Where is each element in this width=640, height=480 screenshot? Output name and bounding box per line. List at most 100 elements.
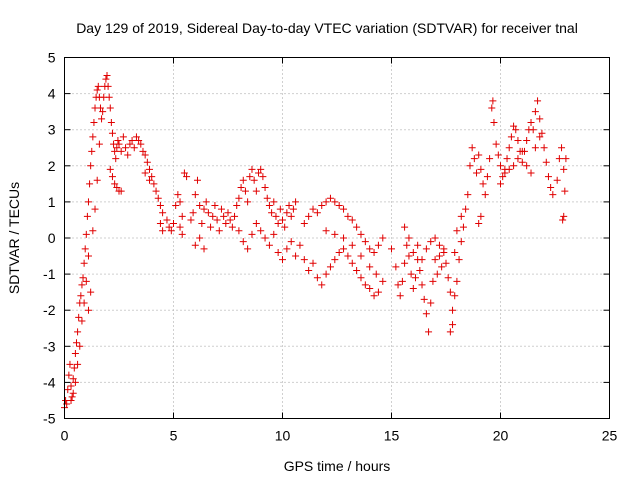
- data-point: [407, 270, 415, 278]
- data-point: [340, 205, 348, 213]
- data-point: [499, 173, 507, 181]
- data-point: [435, 252, 443, 260]
- data-point: [357, 230, 365, 238]
- data-point: [366, 263, 374, 271]
- data-point: [94, 82, 102, 90]
- data-point: [76, 342, 84, 350]
- data-point: [313, 274, 321, 282]
- data-point: [527, 169, 535, 177]
- data-point: [255, 169, 263, 177]
- x-tick-label: 15: [384, 428, 400, 444]
- x-axis-tick-labels: 0 5 10 15 20 25: [61, 428, 618, 444]
- data-point: [150, 180, 158, 188]
- data-point: [141, 151, 149, 159]
- data-point: [538, 129, 546, 137]
- data-point: [348, 216, 356, 224]
- data-point: [178, 212, 186, 220]
- data-point: [531, 108, 539, 116]
- y-tick-label: -3: [43, 338, 56, 354]
- data-point: [449, 321, 457, 329]
- data-point: [318, 202, 326, 210]
- data-point: [180, 169, 188, 177]
- data-point: [553, 176, 561, 184]
- data-point: [396, 292, 404, 300]
- data-point: [348, 241, 356, 249]
- data-point: [370, 292, 378, 300]
- data-point: [357, 252, 365, 260]
- data-point: [283, 209, 291, 217]
- data-point: [113, 144, 121, 152]
- data-point: [449, 306, 457, 314]
- data-point: [193, 176, 201, 184]
- data-point: [427, 299, 435, 307]
- y-tick-label: -1: [43, 266, 56, 282]
- data-point: [71, 350, 79, 358]
- y-tick-label: 0: [48, 230, 56, 246]
- data-point: [518, 158, 526, 166]
- data-point: [394, 281, 402, 289]
- data-point: [252, 187, 260, 195]
- data-point: [248, 165, 256, 173]
- data-point: [99, 108, 107, 116]
- data-point: [220, 212, 228, 220]
- data-point: [300, 220, 308, 228]
- data-point: [174, 191, 182, 199]
- data-point: [69, 375, 77, 383]
- data-point: [222, 220, 230, 228]
- axis-ticks: [64, 57, 610, 419]
- data-point: [305, 266, 313, 274]
- data-point: [555, 155, 563, 163]
- data-point: [239, 238, 247, 246]
- data-point: [217, 205, 225, 213]
- data-point: [80, 299, 88, 307]
- data-point: [159, 209, 167, 217]
- x-tick-label: 5: [170, 428, 178, 444]
- data-point: [475, 151, 483, 159]
- data-point: [113, 183, 121, 191]
- data-point: [244, 198, 252, 206]
- data-point: [170, 220, 177, 228]
- data-point: [67, 396, 75, 404]
- data-point: [331, 198, 339, 206]
- data-point: [453, 277, 461, 285]
- data-point: [128, 137, 136, 145]
- data-point: [455, 256, 463, 264]
- data-point: [279, 216, 286, 224]
- data-point: [237, 183, 245, 191]
- data-point: [464, 191, 472, 199]
- data-point: [392, 263, 400, 271]
- data-point: [335, 202, 343, 210]
- data-point: [202, 198, 210, 206]
- data-point: [401, 259, 409, 267]
- data-point: [418, 281, 426, 289]
- data-point: [523, 162, 531, 170]
- data-point: [276, 205, 284, 213]
- data-point: [261, 234, 269, 242]
- data-point: [489, 97, 497, 105]
- data-points: [61, 72, 570, 412]
- data-point: [488, 104, 496, 112]
- chart-title: Day 129 of 2019, Sidereal Day-to-day VTE…: [76, 20, 578, 36]
- data-point: [159, 227, 167, 235]
- x-tick-label: 20: [493, 428, 509, 444]
- data-point: [560, 212, 568, 220]
- data-point: [361, 281, 369, 289]
- data-point: [119, 133, 127, 141]
- data-point: [117, 187, 125, 195]
- data-point: [106, 104, 114, 112]
- data-point: [196, 202, 204, 210]
- data-point: [270, 198, 278, 206]
- data-point: [331, 256, 339, 264]
- data-point: [95, 140, 103, 148]
- data-point: [154, 194, 162, 202]
- data-point: [270, 230, 278, 238]
- data-point: [228, 223, 236, 231]
- data-point: [322, 270, 330, 278]
- data-point: [83, 212, 91, 220]
- data-point: [213, 216, 221, 224]
- data-point: [560, 165, 568, 173]
- data-point: [409, 248, 417, 256]
- data-point: [78, 281, 86, 289]
- y-axis-title: SDTVAR / TECUs: [6, 182, 22, 294]
- data-point: [361, 238, 369, 246]
